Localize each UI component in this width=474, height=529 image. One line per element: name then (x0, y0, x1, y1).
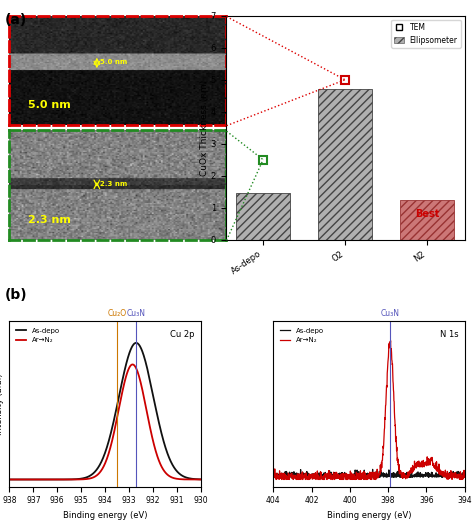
Bar (319, 89, 372, 240)
Ar→N₂ (33, 476, 39, 482)
Ar→N₂ (53, 476, 58, 482)
Ar→N₂ (198, 476, 203, 482)
Line: Ar→N₂: Ar→N₂ (273, 341, 465, 479)
Ar→N₂ (82, 476, 87, 482)
Ar→N₂ (350, 474, 356, 480)
Legend: As-depo, Ar→N₂: As-depo, Ar→N₂ (277, 325, 327, 346)
Line: Ar→N₂: Ar→N₂ (9, 364, 201, 479)
Text: Cu₃N: Cu₃N (381, 309, 400, 318)
Ar→N₂ (129, 361, 135, 368)
Ar→N₂ (317, 476, 322, 482)
As-depo (82, 475, 87, 481)
As-depo (7, 476, 12, 482)
Ar→N₂ (346, 476, 351, 482)
Line: As-depo: As-depo (273, 469, 465, 477)
As-depo (462, 470, 467, 476)
Text: Cu 2p: Cu 2p (171, 330, 195, 339)
As-depo (350, 474, 356, 480)
Text: 2.3 nm: 2.3 nm (100, 181, 128, 187)
Text: N 1s: N 1s (440, 330, 459, 339)
Ar→N₂ (87, 476, 92, 482)
As-depo (133, 340, 139, 346)
As-depo (339, 470, 345, 476)
Ar→N₂ (462, 472, 467, 479)
Ar→N₂ (186, 476, 192, 482)
Legend: TEM, Ellipsometer: TEM, Ellipsometer (392, 20, 461, 48)
Text: 5.0 nm: 5.0 nm (28, 100, 71, 110)
Ar→N₂ (388, 338, 393, 344)
X-axis label: Binding energy (eV): Binding energy (eV) (63, 511, 147, 520)
Text: (b): (b) (5, 288, 27, 302)
X-axis label: Binding energy (eV): Binding energy (eV) (327, 511, 411, 520)
Y-axis label: Intensity (a.u.): Intensity (a.u.) (0, 373, 4, 435)
Legend: As-depo, Ar→N₂: As-depo, Ar→N₂ (13, 325, 63, 346)
Text: Cu₃N: Cu₃N (127, 309, 146, 318)
As-depo (460, 474, 466, 480)
As-depo (345, 474, 351, 480)
Ar→N₂ (76, 476, 82, 482)
Ar→N₂ (450, 473, 456, 480)
Text: Cu₂O: Cu₂O (108, 309, 127, 318)
Text: Best: Best (415, 209, 439, 220)
Text: 2.3 nm: 2.3 nm (28, 215, 71, 225)
Text: (a): (a) (5, 13, 27, 27)
Ar→N₂ (271, 476, 276, 482)
Text: 5.0 nm: 5.0 nm (100, 59, 128, 65)
As-depo (370, 466, 375, 472)
Ar→N₂ (297, 476, 302, 482)
As-depo (76, 476, 82, 482)
As-depo (186, 475, 192, 481)
Bar (237, 193, 290, 240)
As-depo (87, 473, 92, 479)
As-depo (297, 472, 302, 479)
As-depo (53, 476, 58, 482)
As-depo (198, 476, 203, 482)
As-depo (450, 469, 456, 476)
As-depo (33, 476, 39, 482)
Bar (401, 199, 454, 240)
Y-axis label: CuOx Thickness (nm): CuOx Thickness (nm) (200, 79, 209, 176)
Ar→N₂ (7, 476, 12, 482)
As-depo (316, 473, 322, 480)
As-depo (271, 472, 276, 478)
Line: As-depo: As-depo (9, 343, 201, 479)
Ar→N₂ (340, 473, 346, 480)
